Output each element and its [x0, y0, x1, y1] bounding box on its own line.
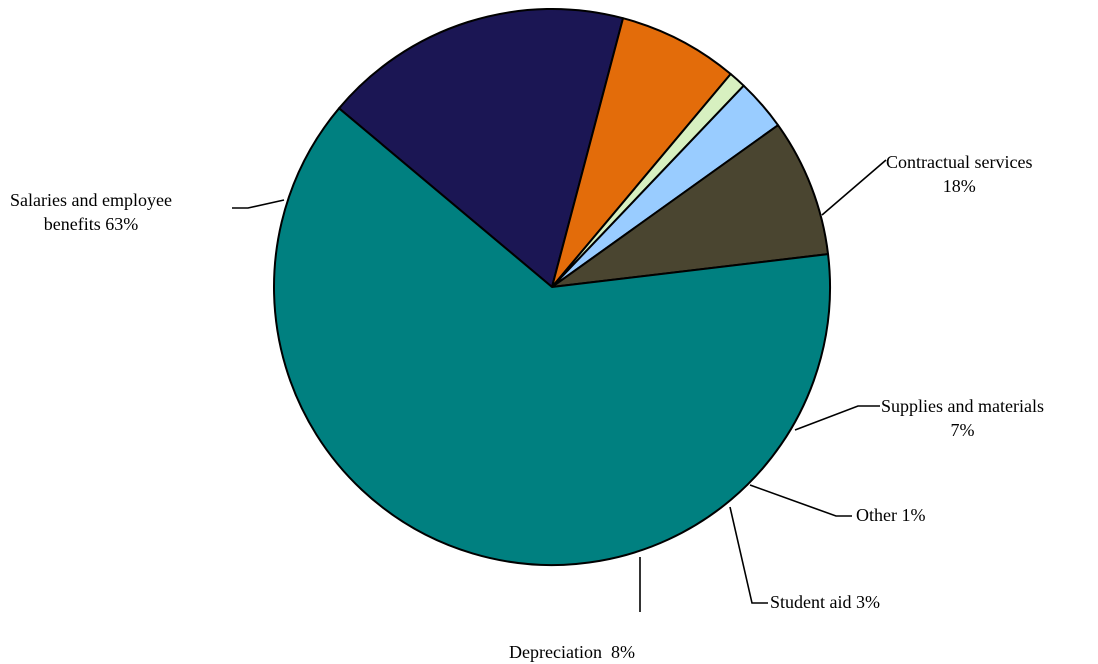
- pie-slice-salaries-and-employee-benefits: [273, 107, 831, 567]
- pie-slice-depreciation: [551, 124, 830, 288]
- label-depreciation-text: Depreciation 8%: [509, 642, 635, 662]
- label-student-aid: Student aid 3%: [770, 590, 880, 614]
- pie-slice-contractual-services: [338, 8, 625, 288]
- label-supplies-materials-pct: 7%: [950, 420, 975, 440]
- leader-other: [749, 484, 852, 517]
- label-supplies-materials: Supplies and materials 7%: [881, 394, 1044, 442]
- label-contractual-services-pct: 18%: [942, 176, 976, 196]
- label-salaries-benefits: Salaries and employee benefits 63%: [10, 188, 172, 236]
- label-salaries-benefits-pct: benefits 63%: [43, 214, 139, 234]
- leader-student-aid: [729, 506, 768, 604]
- leader-contractual-services: [821, 159, 887, 216]
- pie-slice-supplies-and-materials: [551, 17, 732, 288]
- leader-salaries-benefits: [232, 199, 285, 209]
- label-contractual-services-name: Contractual services: [886, 152, 1033, 172]
- label-supplies-materials-name: Supplies and materials: [881, 396, 1044, 416]
- pie-chart: [232, 8, 887, 612]
- label-depreciation: Depreciation 8%: [500, 616, 635, 664]
- leader-supplies-materials: [794, 405, 880, 431]
- label-other-text: Other 1%: [856, 505, 926, 525]
- label-student-aid-text: Student aid 3%: [770, 592, 880, 612]
- label-other: Other 1%: [856, 503, 925, 527]
- label-salaries-benefits-name: Salaries and employee: [10, 190, 172, 210]
- label-contractual-services: Contractual services 18%: [886, 150, 1032, 198]
